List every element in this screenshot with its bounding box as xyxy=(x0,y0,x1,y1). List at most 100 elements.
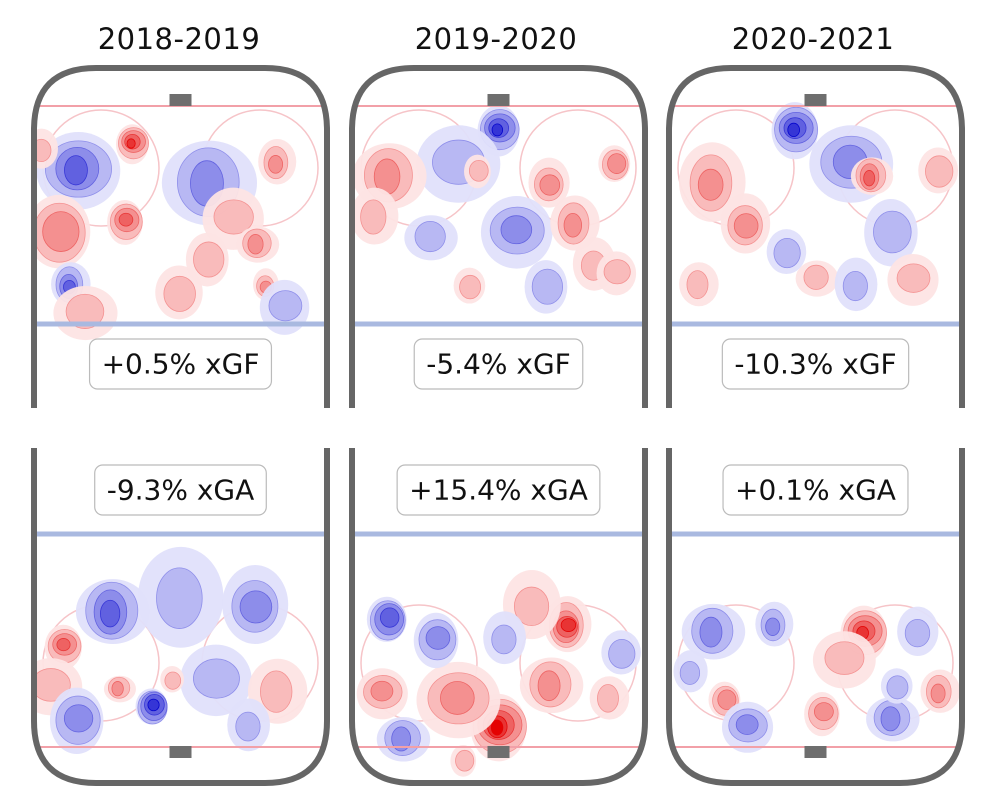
panel-2020-2021-defense-density-blob-9 xyxy=(920,669,960,713)
panel-2019-2020-offense-density-blob-3 xyxy=(352,187,399,245)
panel-2019-2020-defense-density-blob-9 xyxy=(589,676,630,720)
panel-2020-2021-offense-density-blob-5 xyxy=(918,147,959,194)
panel-2018-2019-offense-label-box xyxy=(88,338,273,390)
panel-2018-2019-defense-density-blob-10 xyxy=(227,698,270,752)
panel-2018-2019-offense-density-blob-14 xyxy=(53,285,118,341)
panel-2018-2019-defense-goal xyxy=(169,746,192,758)
panel-2019-2020-offense-density-blob-7 xyxy=(480,196,553,269)
panel-2018-2019-offense-density-blob-11 xyxy=(155,265,203,320)
panel-2019-2020-defense-label-box xyxy=(396,464,601,516)
panel-2018-2019-defense-density-blob-4 xyxy=(222,565,289,645)
panel-2019-2020-offense-density-blob-8 xyxy=(404,215,458,261)
panel-2020-2021-offense-density-blob-8 xyxy=(795,260,839,297)
panel-2019-2020-defense-density-blob-10 xyxy=(483,611,526,665)
panel-2019-2020-offense-density-blob-4 xyxy=(528,157,570,208)
panel-2020-2021-defense-rink-border xyxy=(666,448,965,786)
panel-2019-2020-offense-label-text: -5.4% xGF xyxy=(426,348,571,381)
panel-2018-2019-offense-goal xyxy=(169,94,192,106)
panel-2018-2019-defense-density-blob-2 xyxy=(75,579,150,644)
panel-2020-2021-defense-density-blob-8 xyxy=(866,696,920,742)
panel-2018-2019-offense-density-blob-13 xyxy=(259,279,310,335)
panel-2020-2021-offense-density-blob-7 xyxy=(887,254,939,306)
panel-2020-2021-defense-label-box xyxy=(722,464,909,516)
panel-2018-2019-offense-label: +0.5% xGF xyxy=(88,338,273,390)
panel-2020-2021-offense-label: -10.3% xGF xyxy=(721,338,910,390)
panel-2018-2019-offense-density-blob-12 xyxy=(185,232,229,287)
panel-2019-2020-defense-goal xyxy=(487,746,510,758)
panel-2018-2019-defense-label-box xyxy=(94,464,267,516)
panel-2018-2019-defense-density-blob-7 xyxy=(180,644,252,717)
panel-2019-2020-offense-label-box xyxy=(413,338,584,390)
panel-2020-2021-offense-label-text: -10.3% xGF xyxy=(734,348,896,381)
panel-2019-2020-defense-faceoff-circle-1 xyxy=(360,604,478,722)
panel-2020-2021-defense-label-text: +0.1% xGA xyxy=(735,474,896,507)
panel-2018-2019-offense-density-blob-1 xyxy=(36,132,121,210)
panel-2018-2019-defense-label: -9.3% xGA xyxy=(94,464,267,516)
panel-2018-2019-offense-density-blob-0 xyxy=(115,124,149,165)
panel-2020-2021-offense-density-blob-11 xyxy=(766,229,807,275)
panel-2019-2020-offense-density-blob-12 xyxy=(524,260,568,314)
panel-2020-2021-offense-density-blob-9 xyxy=(679,262,719,307)
panel-2020-2021-offense-goal xyxy=(804,94,827,106)
panel-2019-2020-defense-rink-border xyxy=(349,448,648,786)
panel-2020-2021-offense-density-blob-10 xyxy=(834,257,878,312)
panel-2019-2020-defense-density-blob-5 xyxy=(366,596,407,642)
panel-2018-2019-defense-label-text: -9.3% xGA xyxy=(107,474,255,507)
panel-2019-2020-defense-density-blob-12 xyxy=(450,745,477,777)
panel-2020-2021-defense-label: +0.1% xGA xyxy=(722,464,909,516)
panel-2019-2020-defense-density-blob-7 xyxy=(356,668,408,720)
panel-2018-2019-offense-density-blob-6 xyxy=(107,199,143,245)
panel-2018-2019-defense: -9.3% xGA xyxy=(31,448,330,786)
panel-2019-2020-defense-density-blob-8 xyxy=(376,717,431,762)
panel-2018-2019-offense-density-blob-8 xyxy=(236,226,280,263)
panel-2020-2021-offense-density-blob-2 xyxy=(850,157,894,195)
panel-2020-2021-defense-density-blob-7 xyxy=(721,701,774,753)
panel-2019-2020-defense-label: +15.4% xGA xyxy=(396,464,601,516)
panel-2018-2019-offense: +0.5% xGF xyxy=(31,65,330,408)
panel-2020-2021-defense-density-blob-2 xyxy=(681,603,746,660)
panel-2019-2020-offense-rink-border xyxy=(349,65,648,408)
panel-2019-2020-offense-density-blob-6 xyxy=(464,154,491,189)
season-title-2018-2019: 2018-2019 xyxy=(97,22,261,56)
panel-2020-2021-defense-density-blob-3 xyxy=(755,601,794,647)
panel-2020-2021-defense-density-blob-10 xyxy=(673,650,708,693)
panel-2020-2021-offense-rink-border xyxy=(666,65,965,408)
panel-2018-2019-defense-density-blob-8 xyxy=(103,675,136,703)
panel-2019-2020-offense-label: -5.4% xGF xyxy=(413,338,584,390)
panel-2020-2021-offense-density-blob-6 xyxy=(864,198,918,267)
panel-2019-2020-defense-label-text: +15.4% xGA xyxy=(409,474,588,507)
panel-2020-2021-defense: +0.1% xGA xyxy=(666,448,965,786)
panel-2019-2020-offense-goal xyxy=(487,94,510,106)
panel-2019-2020-offense-density-blob-11 xyxy=(453,267,486,304)
panel-2018-2019-defense-density-blob-5 xyxy=(135,688,168,725)
season-title-2019-2020: 2019-2020 xyxy=(414,22,578,56)
panel-2019-2020-defense-density-blob-6 xyxy=(413,612,459,669)
panel-2018-2019-offense-density-blob-5 xyxy=(34,194,91,269)
panel-2018-2019-offense-density-blob-3 xyxy=(258,138,297,185)
panel-2019-2020-defense: +15.4% xGA xyxy=(349,448,648,786)
panel-2018-2019-offense-rink-border xyxy=(31,65,330,408)
panel-2020-2021-defense-density-blob-4 xyxy=(897,606,939,657)
panel-2018-2019-defense-density-blob-11 xyxy=(160,665,184,693)
panel-2018-2019-defense-density-blob-6 xyxy=(49,687,104,755)
panel-2019-2020-offense-density-blob-9 xyxy=(550,195,600,251)
panel-2019-2020-defense-density-blob-1 xyxy=(416,661,501,739)
panel-2020-2021-offense-label-box xyxy=(721,338,910,390)
panel-2019-2020-defense-density-blob-11 xyxy=(601,630,641,675)
season-title-2020-2021: 2020-2021 xyxy=(731,22,895,56)
panel-2019-2020-offense: -5.4% xGF xyxy=(349,65,648,408)
panel-2020-2021-defense-goal xyxy=(804,746,827,758)
panel-2018-2019-defense-density-blob-3 xyxy=(137,546,224,648)
panel-2019-2020-offense-density-blob-13 xyxy=(596,251,637,296)
panel-2018-2019-offense-label-text: +0.5% xGF xyxy=(102,348,260,381)
panel-2020-2021-offense: -10.3% xGF xyxy=(666,65,965,408)
panel-2020-2021-defense-density-blob-1 xyxy=(812,631,876,689)
panel-2020-2021-defense-density-blob-6 xyxy=(804,692,840,737)
panel-2018-2019-offense-density-blob-4 xyxy=(34,128,58,169)
panel-2019-2020-defense-density-blob-2 xyxy=(519,657,584,714)
panel-2018-2019-defense-rink-border xyxy=(31,448,330,786)
panel-2019-2020-offense-density-blob-5 xyxy=(598,145,631,182)
panel-2020-2021-offense-density-blob-0 xyxy=(771,102,819,160)
panel-2018-2019-offense-rink-surface xyxy=(34,68,327,408)
